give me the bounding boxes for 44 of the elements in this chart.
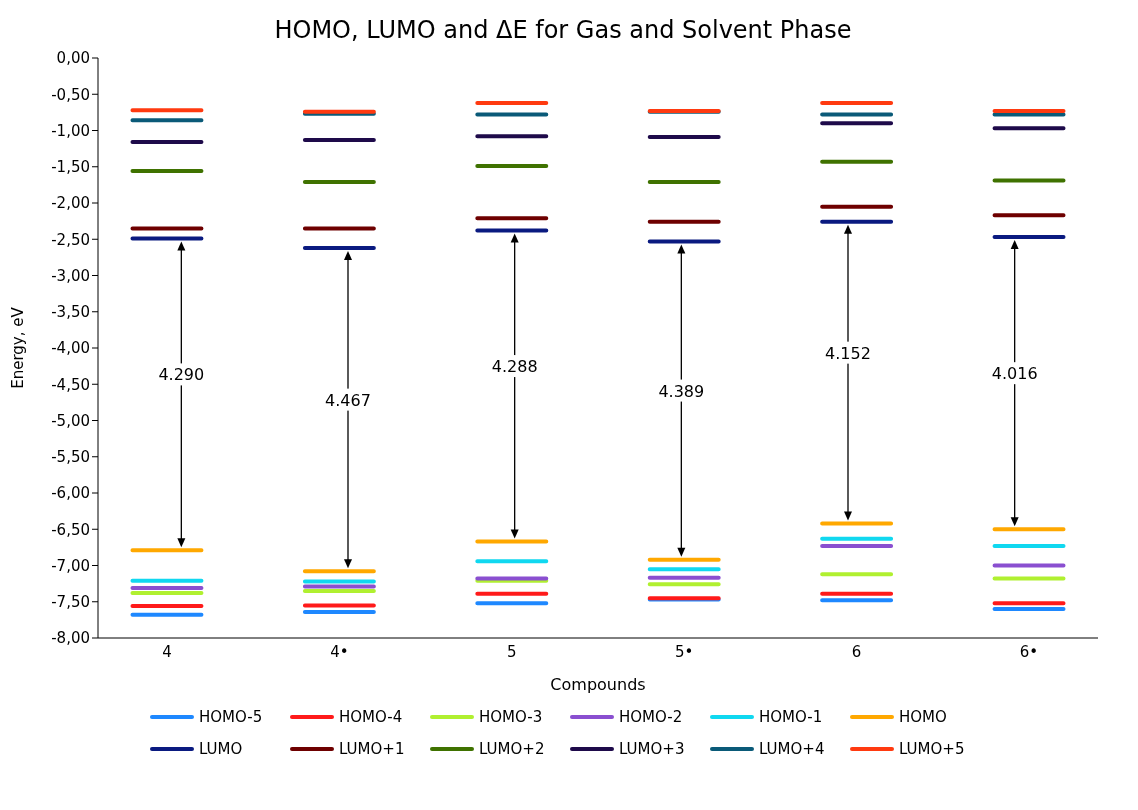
y-axis-title: Energy, eV [9, 306, 28, 389]
annotation: 4.467 [325, 390, 371, 410]
legend-label: LUMO+5 [899, 740, 965, 758]
annotation: 4.290 [158, 365, 205, 385]
x-tick-label: 5 [507, 642, 517, 661]
y-tick-label: -5,00 [51, 411, 90, 430]
y-tick-label: -6,00 [51, 484, 90, 503]
y-tick-label: -1,50 [51, 158, 90, 177]
y-tick-label: -7,50 [51, 593, 90, 612]
legend-label: LUMO+4 [759, 740, 825, 758]
legend-label: HOMO-4 [339, 708, 403, 726]
legend-label: HOMO [899, 708, 947, 726]
legend-label: LUMO+1 [339, 740, 405, 758]
annotation: 4.389 [658, 381, 705, 401]
legend-label: LUMO+2 [479, 740, 545, 758]
x-tick-label: 4• [330, 642, 349, 661]
y-tick-label: -1,00 [51, 121, 90, 140]
y-tick-label: -4,00 [51, 339, 90, 358]
y-tick-label: 0,00 [56, 49, 90, 68]
annotation: 4.016 [991, 364, 1038, 384]
annotation: 4.152 [825, 343, 871, 363]
y-tick-label: -2,50 [51, 230, 90, 249]
legend-label: HOMO-1 [759, 708, 823, 726]
chart-title: HOMO, LUMO and ΔE for Gas and Solvent Phase [273, 16, 853, 44]
x-tick-label: 4 [162, 642, 172, 661]
y-tick-label: -6,50 [51, 520, 90, 539]
x-axis-title: Compounds [550, 675, 646, 694]
legend-label: HOMO-5 [199, 708, 263, 726]
x-tick-label: 6 [851, 642, 862, 661]
y-tick-label: -2,00 [51, 194, 90, 213]
x-tick-label: 6• [1019, 642, 1039, 661]
y-tick-label: -7,00 [51, 556, 90, 575]
x-tick-label: 5• [675, 642, 694, 661]
annotation: 4.288 [491, 357, 538, 377]
y-tick-label: -0,50 [51, 85, 90, 104]
y-tick-label: -5,50 [51, 448, 90, 467]
legend-label: LUMO [199, 740, 243, 758]
legend-label: LUMO+3 [619, 740, 685, 758]
y-tick-label: -8,00 [51, 629, 90, 648]
legend-label: HOMO-2 [619, 708, 683, 726]
y-tick-label: -3,50 [51, 303, 90, 322]
y-tick-label: -3,00 [51, 266, 90, 285]
legend-label: HOMO-3 [479, 708, 543, 726]
y-tick-label: -4,50 [51, 375, 90, 394]
